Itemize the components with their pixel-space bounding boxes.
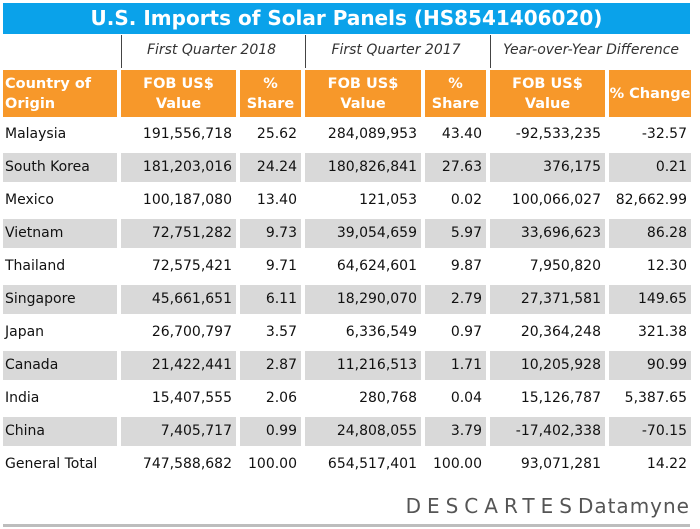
value-cell: 9.71 [265, 258, 297, 274]
value-cell: 15,407,555 [151, 390, 232, 406]
value-cell: 6.11 [240, 285, 301, 314]
value-cell: -92,533,235 [515, 126, 601, 142]
value-cell: 2.87 [240, 351, 301, 380]
column-header: FOB US$ Value [121, 70, 236, 117]
value-cell: 100,066,027 [511, 192, 601, 208]
value-cell: 0.97 [450, 324, 482, 340]
value-cell: 280,768 [359, 390, 417, 406]
value-cell: 45,661,651 [121, 285, 236, 314]
group-yoy: Year-over-Year Difference [490, 35, 691, 68]
value-cell: 26,700,797 [151, 324, 232, 340]
subheader-blank [3, 35, 117, 68]
value-cell: 43.40 [441, 126, 482, 142]
value-cell: -70.15 [609, 417, 691, 446]
table-title: U.S. Imports of Solar Panels (HS85414060… [3, 3, 690, 34]
value-cell: 13.40 [256, 192, 297, 208]
bottom-divider [3, 524, 690, 527]
column-header: % Share [425, 70, 486, 117]
value-cell: 284,089,953 [327, 126, 417, 142]
value-cell: 0.21 [609, 153, 691, 182]
column-header: % Change [609, 70, 691, 117]
value-cell: 27.63 [425, 153, 486, 182]
value-cell: 0.99 [240, 417, 301, 446]
value-cell: 100,187,080 [142, 192, 232, 208]
value-cell: 10,205,928 [490, 351, 605, 380]
value-cell: 27,371,581 [490, 285, 605, 314]
value-cell: 747,588,682 [142, 456, 232, 472]
value-cell: 100.00 [433, 456, 482, 472]
country-cell: Mexico [5, 192, 54, 208]
value-cell: 321.38 [638, 324, 687, 340]
value-cell: 5,387.65 [624, 390, 687, 406]
value-cell: 72,751,282 [121, 219, 236, 248]
value-cell: 20,364,248 [520, 324, 601, 340]
value-cell: 11,216,513 [305, 351, 421, 380]
value-cell: 12.30 [646, 258, 687, 274]
country-cell: General Total [5, 456, 98, 472]
column-header: FOB US$ Value [490, 70, 605, 117]
value-cell: 7,405,717 [121, 417, 236, 446]
value-cell: 181,203,016 [121, 153, 236, 182]
value-cell: 6,336,549 [345, 324, 417, 340]
value-cell: 18,290,070 [305, 285, 421, 314]
value-cell: 121,053 [359, 192, 417, 208]
country-cell: India [5, 390, 40, 406]
value-cell: 39,054,659 [305, 219, 421, 248]
value-cell: 21,422,441 [121, 351, 236, 380]
value-cell: 82,662.99 [615, 192, 687, 208]
column-header: FOB US$ Value [305, 70, 421, 117]
country-cell: Vietnam [3, 219, 117, 248]
value-cell: 14.22 [646, 456, 687, 472]
value-cell: 654,517,401 [327, 456, 417, 472]
value-cell: 2.06 [265, 390, 297, 406]
value-cell: 0.02 [450, 192, 482, 208]
column-header: % Share [240, 70, 301, 117]
country-cell: Thailand [5, 258, 66, 274]
value-cell: 24,808,055 [305, 417, 421, 446]
group-q1-2017: First Quarter 2017 [305, 35, 486, 68]
value-cell: 24.24 [240, 153, 301, 182]
value-cell: 33,696,623 [490, 219, 605, 248]
value-cell: 3.79 [425, 417, 486, 446]
country-cell: South Korea [3, 153, 117, 182]
value-cell: 149.65 [609, 285, 691, 314]
descartes-datamyne-logo: DESCARTESDatamyne [405, 494, 690, 518]
country-cell: Japan [5, 324, 45, 340]
value-cell: 64,624,601 [336, 258, 417, 274]
value-cell: 180,826,841 [305, 153, 421, 182]
value-cell: 2.79 [425, 285, 486, 314]
country-cell: Singapore [3, 285, 117, 314]
imports-table: First Quarter 2018 First Quarter 2017 Ye… [3, 35, 691, 483]
country-cell: Canada [3, 351, 117, 380]
group-q1-2018: First Quarter 2018 [121, 35, 301, 68]
value-cell: 7,950,820 [529, 258, 601, 274]
value-cell: -17,402,338 [490, 417, 605, 446]
value-cell: 3.57 [265, 324, 297, 340]
value-cell: 90.99 [609, 351, 691, 380]
value-cell: 15,126,787 [520, 390, 601, 406]
value-cell: 93,071,281 [520, 456, 601, 472]
country-cell: China [3, 417, 117, 446]
value-cell: 191,556,718 [142, 126, 232, 142]
country-cell: Malaysia [5, 126, 67, 142]
column-header: Country of Origin [3, 70, 117, 117]
value-cell: 1.71 [425, 351, 486, 380]
value-cell: 72,575,421 [151, 258, 232, 274]
value-cell: 376,175 [490, 153, 605, 182]
value-cell: 0.04 [450, 390, 482, 406]
value-cell: 5.97 [425, 219, 486, 248]
value-cell: 9.73 [240, 219, 301, 248]
value-cell: 100.00 [248, 456, 297, 472]
value-cell: -32.57 [641, 126, 687, 142]
value-cell: 9.87 [450, 258, 482, 274]
value-cell: 86.28 [609, 219, 691, 248]
value-cell: 25.62 [256, 126, 297, 142]
